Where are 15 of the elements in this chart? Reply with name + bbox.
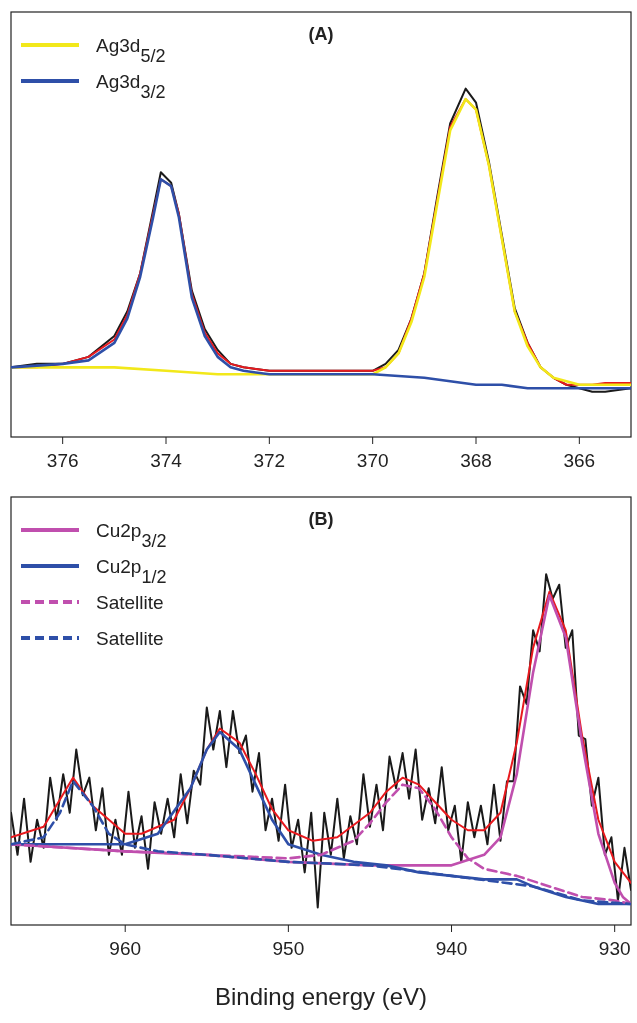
x-tick-label: 372 [253, 450, 286, 471]
legend-label: Satellite [96, 628, 164, 649]
x-tick-label: 930 [598, 938, 631, 959]
x-tick-label: 950 [272, 938, 305, 959]
x-tick-label: 374 [150, 450, 183, 471]
x-tick-label: 960 [109, 938, 142, 959]
x-tick-label: 370 [356, 450, 389, 471]
x-tick-label: 366 [563, 450, 596, 471]
x-tick-label: 376 [46, 450, 79, 471]
x-axis-title: Binding energy (eV) [214, 983, 428, 1010]
chart-title: (B) [308, 509, 334, 529]
x-tick-label: 940 [435, 938, 468, 959]
x-tick-label: 368 [460, 450, 492, 471]
chart-title: (A) [308, 24, 334, 44]
legend-label: Satellite [96, 592, 164, 613]
